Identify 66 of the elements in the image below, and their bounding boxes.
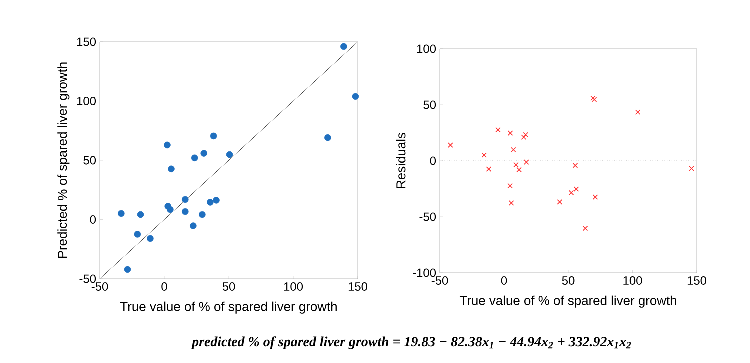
- x-tick-label: 0: [501, 276, 508, 285]
- text: predicted % of spared liver growth = 19.83 − 82.38x$_{1}$ − 44.94x$_{2}$ + 332.92x$_{1}$x$_{2}$: [191, 336, 632, 350]
- point: [210, 132, 218, 140]
- point: [521, 134, 527, 140]
- point: [167, 206, 174, 214]
- point: [164, 142, 171, 149]
- point: [199, 211, 206, 218]
- x-tick-label: 50: [562, 276, 575, 285]
- point: [226, 151, 234, 158]
- y-axis-title: Predicted % of spared liver growth: [58, 62, 70, 258]
- point: [508, 183, 513, 189]
- point: [134, 231, 142, 238]
- point: [496, 127, 501, 133]
- y-tick-label: 50: [84, 156, 96, 165]
- point: [508, 130, 514, 136]
- y-tick-label: 0: [430, 156, 436, 166]
- point: [486, 166, 492, 172]
- point: [182, 208, 189, 216]
- point: [635, 110, 641, 116]
- point: [340, 43, 348, 50]
- point: [200, 150, 208, 157]
- point: [207, 199, 214, 206]
- y-tick-label: 100: [417, 44, 436, 54]
- point: [118, 210, 125, 218]
- point: [213, 197, 220, 204]
- point: [572, 163, 578, 168]
- point: [568, 190, 574, 196]
- point: [508, 200, 514, 206]
- point: [190, 222, 197, 230]
- point: [137, 211, 144, 218]
- y-tick-label: -100: [413, 268, 436, 278]
- point: [182, 196, 189, 204]
- point: [147, 235, 154, 242]
- point: [124, 266, 132, 274]
- y-axis-title: Residuals: [396, 133, 406, 188]
- x-tick-label: 150: [348, 282, 368, 291]
- x-tick-label: 150: [688, 276, 707, 285]
- point: [168, 166, 175, 173]
- y-tick-label: 150: [77, 38, 96, 46]
- point: [516, 167, 522, 173]
- y-tick-label: 50: [424, 100, 436, 110]
- point: [582, 226, 588, 232]
- x-tick-label: 50: [222, 282, 236, 291]
- x-tick-label: 100: [284, 282, 304, 291]
- point: [448, 142, 454, 148]
- y-tick-label: -50: [420, 212, 436, 222]
- point: [523, 132, 529, 138]
- x-tick-label: -50: [92, 282, 108, 291]
- x-tick-label: -50: [432, 276, 448, 285]
- point: [324, 134, 332, 142]
- x-tick-label: 100: [624, 276, 642, 285]
- point: [592, 194, 598, 200]
- x-axis-title: True value of % of spared liver growth: [460, 296, 676, 308]
- point: [514, 162, 519, 168]
- x-axis-title: True value of % of spared liver growth: [120, 302, 337, 314]
- point: [557, 200, 563, 205]
- y-tick-label: 100: [77, 97, 96, 106]
- point: [482, 152, 487, 158]
- point: [574, 186, 580, 192]
- point: [352, 93, 360, 100]
- y-tick-label: 0: [90, 216, 96, 224]
- point: [191, 154, 198, 162]
- point: [689, 166, 694, 172]
- x-tick-label: 0: [162, 282, 168, 291]
- point: [524, 160, 530, 165]
- point: [510, 147, 516, 153]
